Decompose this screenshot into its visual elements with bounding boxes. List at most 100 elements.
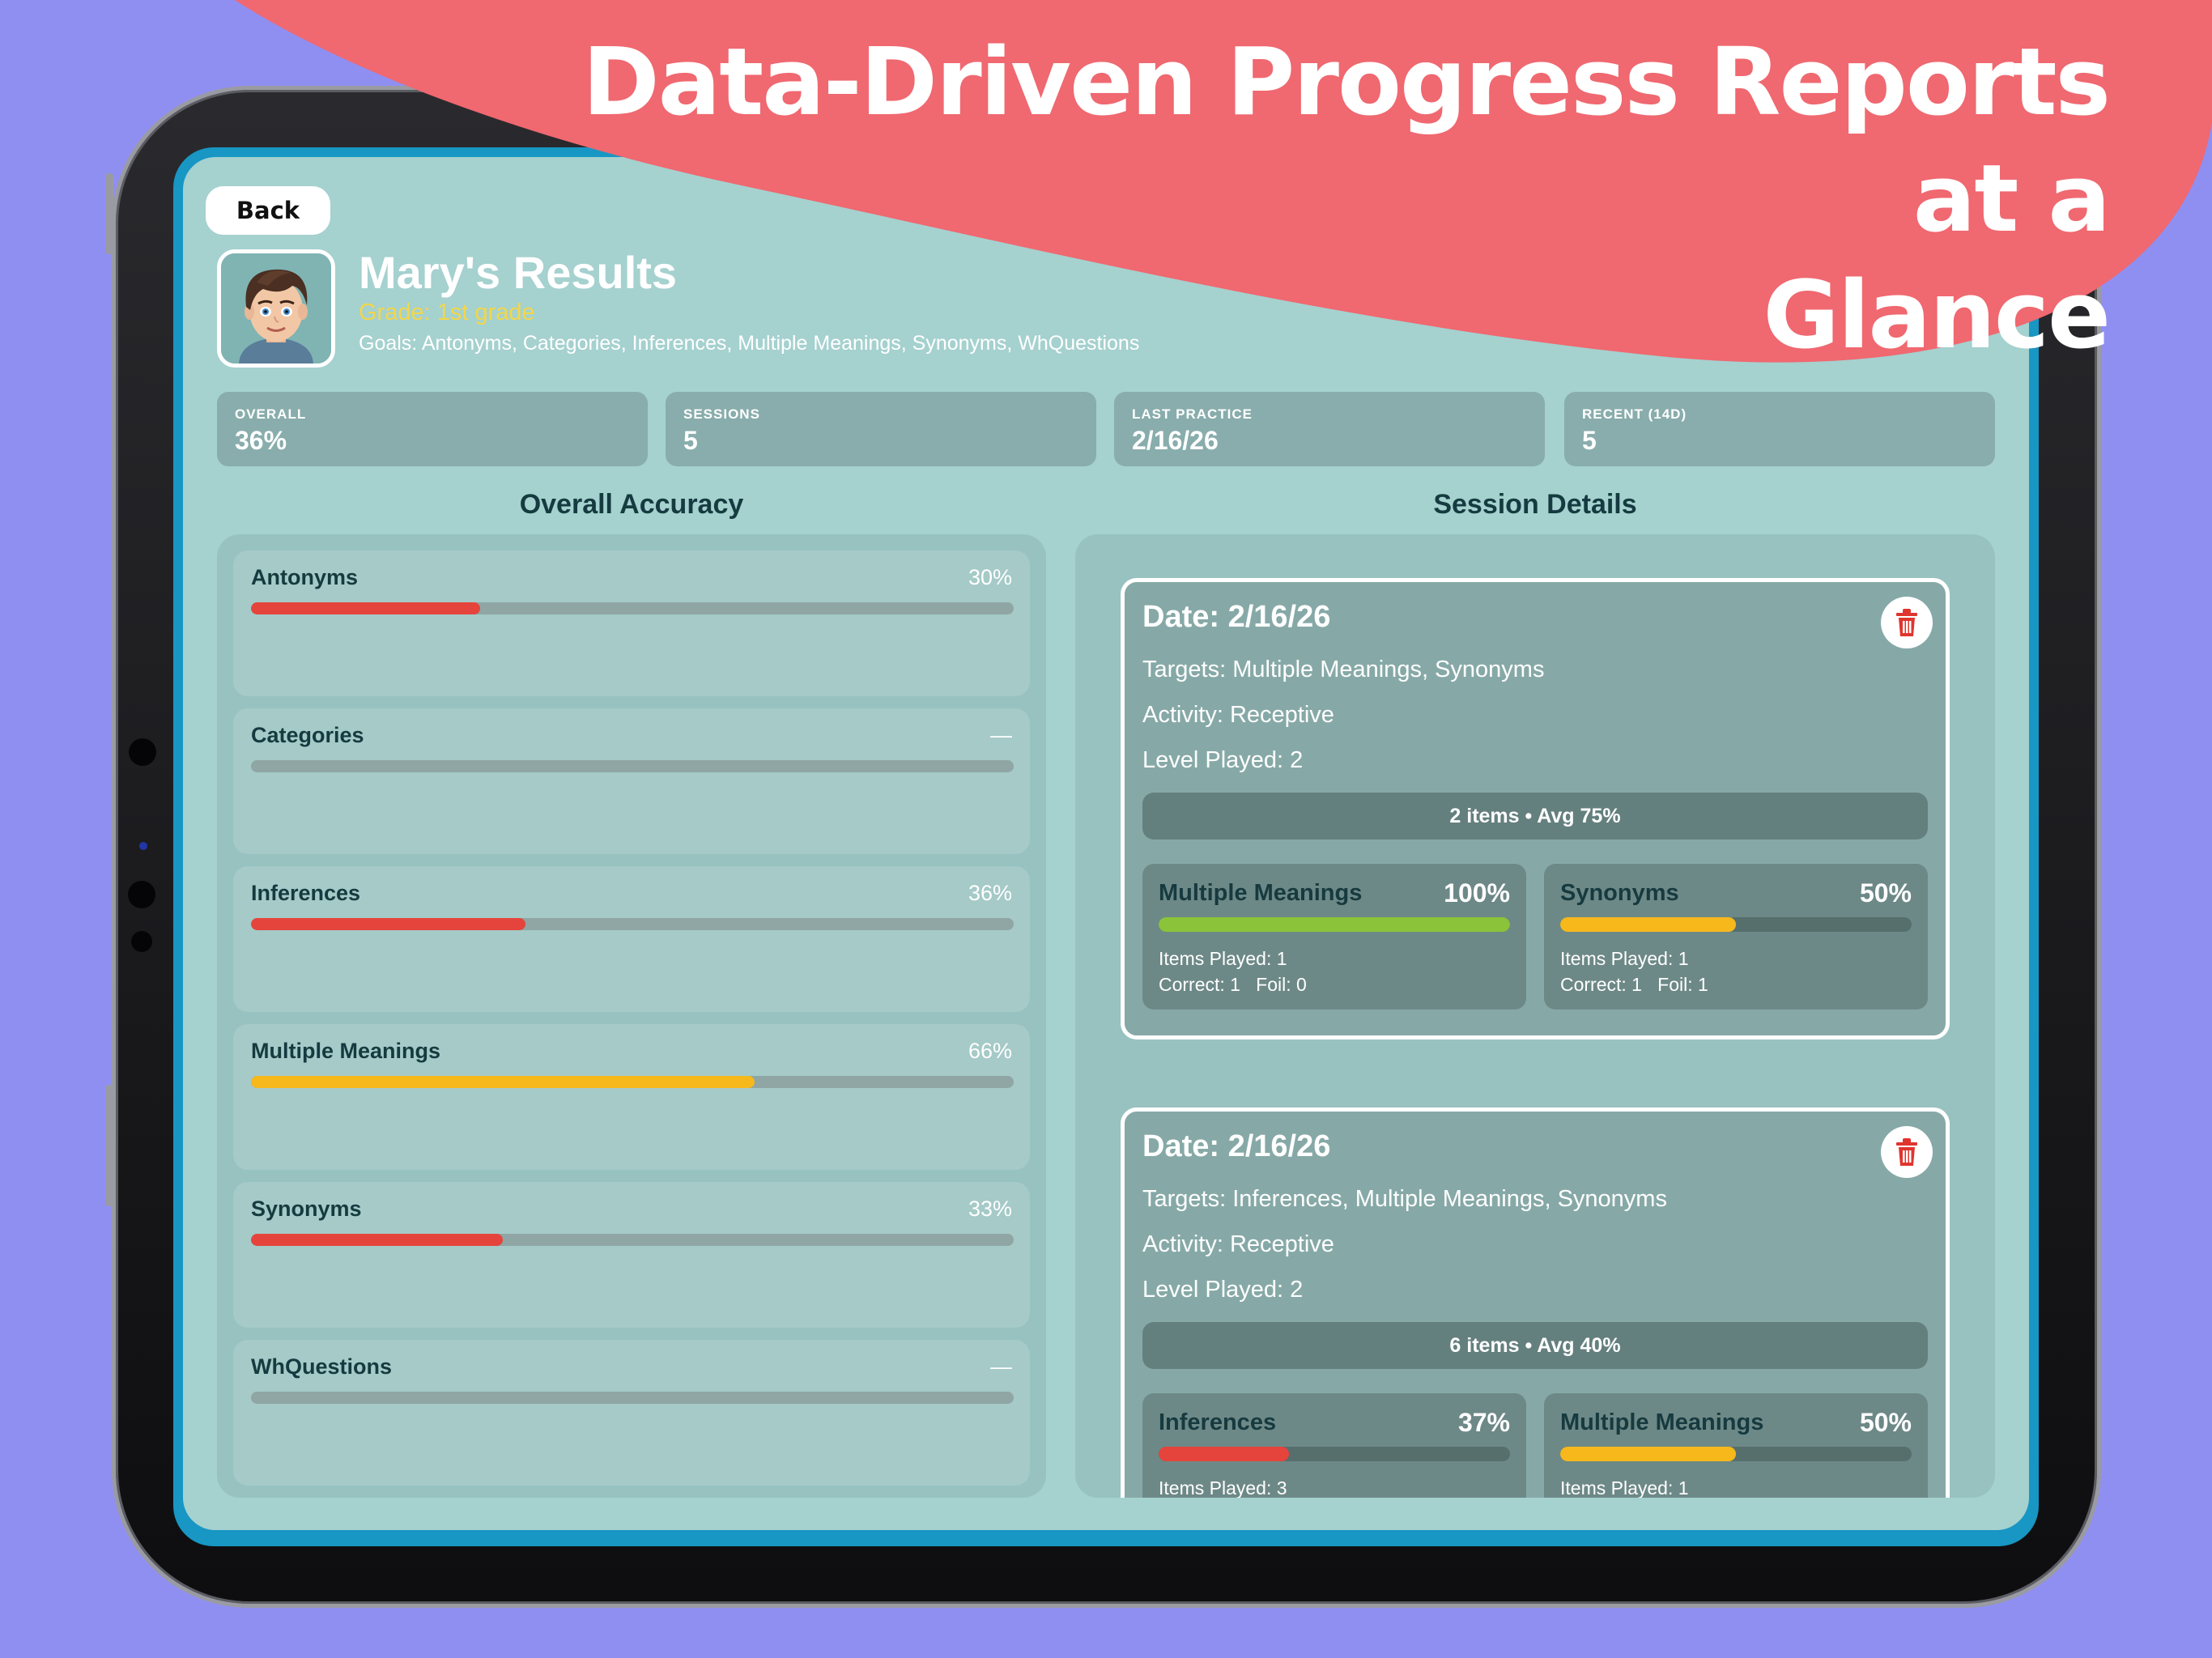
target-bar-fill [1159,917,1510,932]
stat-value: 2/16/26 [1132,426,1219,455]
camera-dot [139,842,147,850]
accuracy-name: Synonyms [251,1197,362,1221]
target-bar-fill [1159,1447,1289,1461]
session-summary: 6 items • Avg 40% [1142,1322,1928,1369]
session-date: Date: 2/16/26 [1142,1129,1331,1163]
accuracy-bar-fill [251,918,526,930]
stat-value: 36% [235,426,287,455]
accuracy-bar-track [251,1234,1014,1246]
grade-label: Grade: 1st grade [359,300,535,325]
camera-dot [129,738,156,766]
goals-label: Goals: Antonyms, Categories, Inferences,… [359,332,1140,355]
banner-headline-line1: Data-Driven Progress Reports at a [582,28,2111,253]
accuracy-card-synonyms: Synonyms 33% [233,1182,1030,1328]
target-bar-track [1560,1447,1912,1461]
target-bar-fill [1560,1447,1736,1461]
target-percent: 50% [1859,878,1912,908]
banner-blob [235,0,2212,363]
app-screen: Back Mary's Results Grade: 1st grade Goa… [183,157,2029,1530]
target-name: Inferences [1159,1409,1277,1435]
stat-label: LAST PRACTICE [1132,406,1253,422]
target-name: Multiple Meanings [1560,1409,1764,1435]
target-correct-foil: Correct: 1 Foil: 0 [1159,974,1307,995]
session-targets: Targets: Inferences, Multiple Meanings, … [1142,1186,1667,1212]
session-level: Level Played: 2 [1142,747,1304,773]
stat-recent: RECENT (14D) 5 [1564,392,1995,466]
session-card: Date: 2/16/26 Targets: Inferences, Multi… [1121,1107,1950,1498]
overall-accuracy-panel: Antonyms 30% Categories — Inferences 36%… [217,534,1046,1498]
accuracy-card-whquestions: WhQuestions — [233,1340,1030,1486]
target-items-played: Items Played: 1 [1159,948,1287,969]
overall-accuracy-title: Overall Accuracy [519,489,744,520]
back-button[interactable]: Back [206,186,330,235]
accuracy-bar-track [251,918,1014,930]
session-activity: Activity: Receptive [1142,702,1334,728]
accuracy-card-multiple-meanings: Multiple Meanings 66% [233,1024,1030,1170]
delete-session-button[interactable] [1881,597,1933,648]
banner-headline: Data-Driven Progress Reports at a Glance [453,24,2111,374]
target-items-played: Items Played: 1 [1560,1477,1689,1498]
camera-dot [128,881,155,908]
accuracy-name: Categories [251,723,364,747]
device-side-button [105,173,113,254]
page-title: Mary's Results [359,247,678,298]
stat-label: SESSIONS [683,406,760,422]
target-percent: 37% [1457,1408,1510,1437]
stat-value: 5 [683,426,698,455]
accuracy-bar-track [251,602,1014,614]
session-details-panel[interactable]: Date: 2/16/26 Targets: Multiple Meanings… [1075,534,1995,1498]
stat-value: 5 [1582,426,1597,455]
accuracy-card-categories: Categories — [233,708,1030,854]
accuracy-bar-track [251,760,1014,772]
accuracy-bar-fill [251,602,480,614]
stat-last-practice: LAST PRACTICE 2/16/26 [1114,392,1545,466]
accuracy-bar-track [251,1392,1014,1404]
target-card: Inferences 37% Items Played: 3 [1142,1393,1526,1498]
target-name: Multiple Meanings [1159,880,1363,906]
banner-headline-line2: Glance [1763,261,2111,370]
stat-label: OVERALL [235,406,307,422]
trash-icon [1896,1138,1917,1166]
accuracy-percent: — [990,723,1012,747]
target-card: Multiple Meanings 50% Items Played: 1 [1544,1393,1928,1498]
session-date: Date: 2/16/26 [1142,600,1331,634]
target-bar-track [1159,917,1510,932]
target-card: Multiple Meanings 100% Items Played: 1 C… [1142,864,1526,1010]
accuracy-bar-fill [251,1076,755,1088]
target-percent: 100% [1444,878,1510,908]
accuracy-percent: 36% [968,881,1012,905]
camera-dot [131,931,152,952]
accuracy-name: Multiple Meanings [251,1039,441,1063]
session-targets: Targets: Multiple Meanings, Synonyms [1142,657,1545,682]
session-activity: Activity: Receptive [1142,1231,1334,1257]
accuracy-percent: — [990,1354,1012,1379]
trash-icon [1896,609,1917,636]
accuracy-bar-fill [251,1234,503,1246]
accuracy-percent: 33% [968,1197,1012,1221]
device-side-button [105,1085,113,1206]
stat-overall: OVERALL 36% [217,392,648,466]
session-card: Date: 2/16/26 Targets: Multiple Meanings… [1121,578,1950,1039]
target-correct-foil: Correct: 1 Foil: 1 [1560,974,1708,995]
session-level: Level Played: 2 [1142,1277,1304,1303]
target-name: Synonyms [1560,880,1679,906]
target-percent: 50% [1859,1408,1912,1437]
stat-sessions: SESSIONS 5 [666,392,1096,466]
target-card: Synonyms 50% Items Played: 1 Correct: 1 … [1544,864,1928,1010]
accuracy-percent: 66% [968,1039,1012,1063]
target-bar-track [1560,917,1912,932]
accuracy-name: Antonyms [251,565,359,589]
accuracy-bar-track [251,1076,1014,1088]
boy-avatar-icon [217,249,335,368]
accuracy-card-inferences: Inferences 36% [233,866,1030,1012]
session-details-title: Session Details [1433,489,1637,520]
target-items-played: Items Played: 1 [1560,948,1689,969]
target-bar-fill [1560,917,1736,932]
target-items-played: Items Played: 3 [1159,1477,1287,1498]
target-bar-track [1159,1447,1510,1461]
accuracy-percent: 30% [968,565,1012,589]
session-summary: 2 items • Avg 75% [1142,793,1928,840]
accuracy-name: Inferences [251,881,361,905]
stat-label: RECENT (14D) [1582,406,1687,422]
delete-session-button[interactable] [1881,1126,1933,1178]
